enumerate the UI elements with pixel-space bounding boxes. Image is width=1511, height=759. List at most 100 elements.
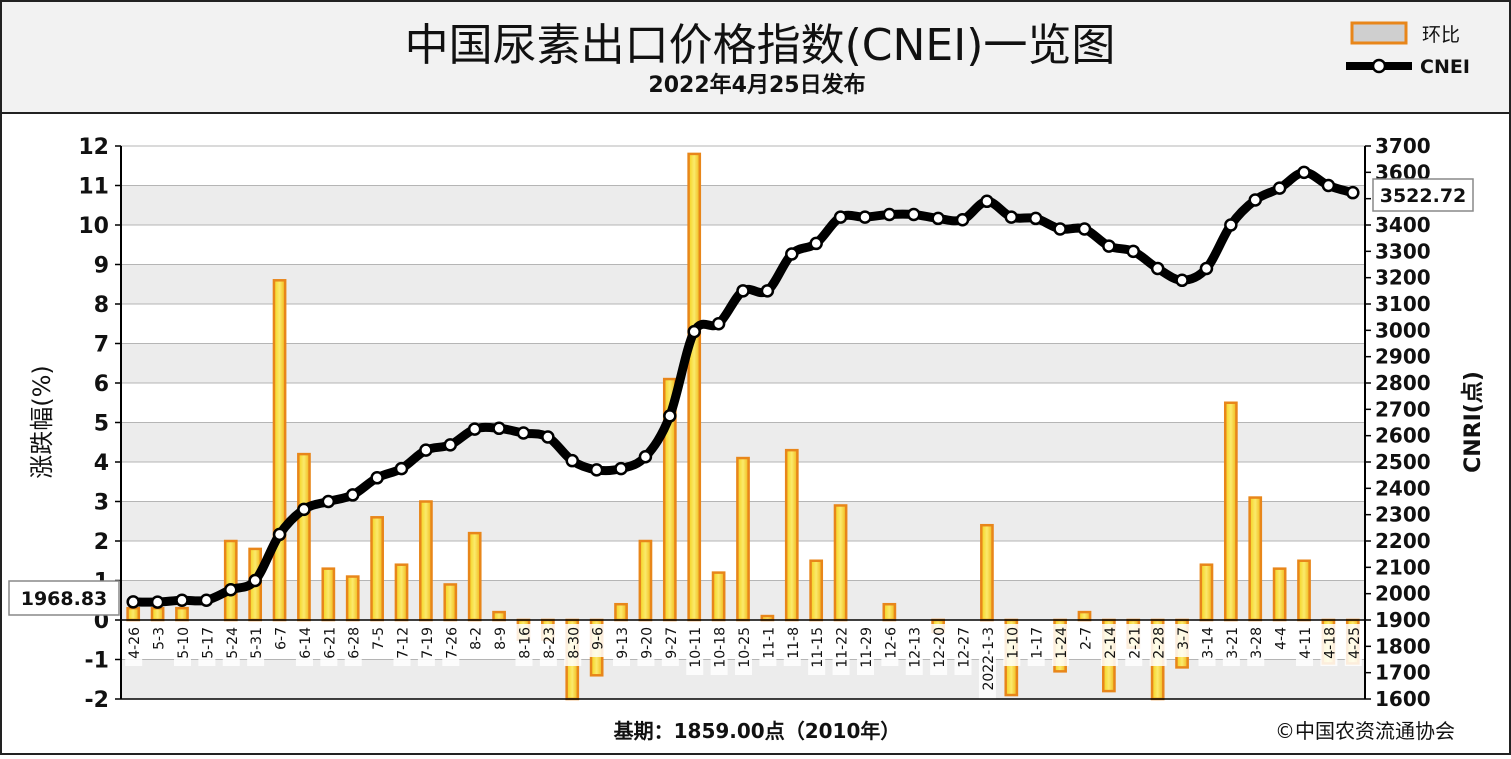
x-tick-label: 1-17 — [1030, 627, 1046, 659]
cnei-point-8-30 — [565, 453, 580, 468]
x-tick-label: 8-16 — [517, 627, 533, 659]
x-tick-group: 2-14 — [1100, 624, 1119, 666]
x-tick-label: 4-25 — [1347, 627, 1363, 659]
x-tick-backing — [1320, 624, 1338, 666]
cnei-point-5-10 — [175, 593, 189, 607]
x-tick-label: 5-31 — [249, 627, 265, 659]
cnei-point-8-9 — [492, 421, 506, 436]
left-tick-label: 8 — [94, 293, 109, 318]
x-tick-backing — [1198, 624, 1216, 666]
x-tick-backing — [1027, 624, 1045, 666]
x-tick-group: 7-26 — [442, 624, 460, 666]
x-tick-backing — [149, 624, 167, 657]
cnei-point-4-26 — [126, 595, 140, 609]
bar-12-6 — [882, 602, 897, 622]
x-tick-label: 12-20 — [932, 627, 948, 668]
x-tick-backing — [710, 624, 728, 675]
x-tick-backing — [442, 624, 460, 666]
x-tick-group: 7-12 — [393, 624, 412, 666]
chart-title: 中国尿素出口价格指数(CNEI)一览图 — [405, 20, 1116, 71]
right-tick-label: 3200 — [1375, 266, 1431, 290]
left-tick-label: 12 — [78, 135, 109, 160]
cnei-point-9-13 — [614, 461, 628, 476]
x-tick-backing — [539, 624, 557, 666]
cnei-point-12-20 — [931, 211, 945, 226]
right-tick-label: 2600 — [1375, 424, 1431, 448]
x-tick-backing — [856, 624, 874, 675]
x-tick-label: 11-8 — [786, 627, 802, 659]
bar-7-19 — [419, 500, 433, 622]
bar-8-2 — [467, 531, 482, 622]
x-tick-label: 3-21 — [1225, 627, 1241, 659]
start-value-callout: 1968.83 — [8, 580, 120, 616]
x-tick-group: 6-14 — [295, 624, 314, 666]
x-tick-backing — [759, 624, 777, 666]
legend-bar-label: 环比 — [1422, 24, 1460, 46]
left-tick-label: 5 — [94, 412, 109, 437]
x-tick-backing — [686, 624, 704, 675]
legend-bar-swatch — [1350, 21, 1408, 45]
bar-5-24 — [223, 539, 238, 622]
cnei-point-4-25 — [1346, 185, 1360, 200]
x-tick-backing — [466, 624, 484, 657]
x-tick-label: 9-27 — [664, 627, 680, 659]
cnei-point-8-2 — [467, 422, 482, 436]
x-tick-backing — [808, 624, 826, 675]
x-tick-label: 6-21 — [322, 627, 338, 659]
x-tick-label: 8-2 — [469, 627, 485, 650]
x-tick-group: 5-17 — [198, 624, 216, 666]
x-tick-group: 2-7 — [1076, 624, 1094, 657]
left-tick-label: 9 — [94, 254, 109, 279]
x-tick-backing — [661, 624, 679, 666]
x-tick-backing — [198, 624, 216, 666]
x-tick-group: 2022-1-3 — [978, 624, 997, 702]
bar-11-15 — [809, 559, 824, 622]
x-tick-backing — [735, 624, 752, 675]
x-tick-label: 12-6 — [883, 627, 899, 659]
x-tick-group: 3-7 — [1174, 624, 1192, 657]
left-tick-label: 6 — [94, 372, 109, 397]
right-tick-label: 1900 — [1375, 608, 1431, 632]
x-tick-group: 7-19 — [417, 624, 436, 666]
bar-5-10 — [175, 606, 189, 622]
bar-6-28 — [345, 575, 360, 622]
x-tick-group: 1-17 — [1027, 624, 1046, 666]
left-tick-label: -1 — [85, 649, 109, 674]
x-tick-label: 3-7 — [1176, 627, 1192, 650]
x-tick-group: 4-18 — [1320, 624, 1338, 666]
cnei-point-5-17 — [199, 593, 214, 607]
x-tick-group: 9-13 — [613, 624, 631, 666]
x-tick-backing — [978, 624, 996, 702]
left-tick-label: 10 — [78, 214, 109, 239]
x-tick-label: 4-26 — [127, 627, 143, 659]
cnei-point-11-15 — [809, 236, 823, 251]
grid-band — [121, 185, 1365, 225]
x-tick-label: 11-15 — [810, 627, 826, 668]
x-tick-group: 11-22 — [832, 624, 851, 675]
x-tick-label: 6-7 — [274, 627, 290, 650]
x-tick-backing — [1125, 624, 1143, 666]
right-tick-label: 2100 — [1375, 555, 1431, 579]
x-tick-group: 4-4 — [1271, 624, 1290, 657]
left-tick-label: 4 — [94, 451, 109, 476]
x-tick-label: 7-12 — [396, 627, 412, 659]
right-tick-label: 3300 — [1375, 239, 1431, 263]
right-tick-label: 2800 — [1375, 371, 1431, 395]
x-tick-label: 9-13 — [615, 627, 631, 659]
bar-4-11 — [1297, 559, 1311, 622]
bar-5-3 — [150, 606, 165, 622]
bar-6-7 — [272, 279, 287, 622]
x-tick-backing — [1344, 624, 1362, 666]
x-tick-group: 11-1 — [759, 624, 777, 666]
legend: 环比 CNEI — [1346, 21, 1470, 78]
x-tick-backing — [783, 624, 801, 666]
x-tick-label: 11-29 — [859, 627, 875, 668]
x-tick-group: 5-3 — [149, 624, 168, 657]
x-tick-backing — [271, 624, 289, 657]
x-tick-backing — [588, 624, 606, 657]
cnei-point-7-5 — [370, 471, 384, 485]
x-tick-group: 3-14 — [1198, 624, 1216, 666]
y-right-label: CNRI(点) — [1460, 371, 1486, 473]
x-tick-backing — [222, 624, 240, 666]
